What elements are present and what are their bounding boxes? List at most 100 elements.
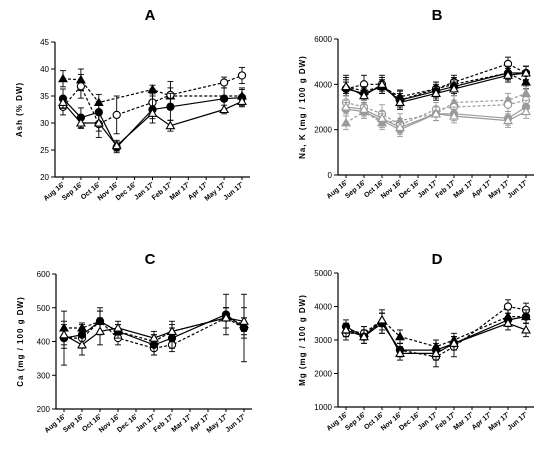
data-point [221, 312, 231, 322]
data-point [377, 79, 387, 88]
panel-d-y-tick-label: 5000 [314, 269, 332, 278]
panel-a-series-4-line [62, 100, 243, 147]
data-point [112, 110, 121, 120]
panel-c-y-tick-label: 500 [37, 304, 51, 313]
data-point [58, 97, 68, 107]
panel-c-y-tick-label: 200 [37, 405, 51, 414]
data-point [239, 316, 249, 325]
panel-a-y-tick-label: 30 [40, 119, 49, 128]
panel-a-x-tick-label: Jun 17' [223, 181, 246, 202]
panel-a-series-4 [58, 95, 247, 152]
data-point [431, 108, 441, 118]
panel-a-y-tick-label: 45 [40, 38, 49, 47]
panel-a-letter: A [145, 7, 156, 24]
data-point [341, 101, 351, 111]
panel-b-y-axis-title: Na, K (mg / 100 g DW) [298, 55, 307, 159]
data-point [59, 329, 69, 339]
panel-b-series-2 [341, 56, 531, 110]
data-point [219, 94, 229, 103]
panel-b-x-tick-label: Jun 17' [507, 179, 530, 200]
data-point [503, 115, 513, 125]
panel-a-y-tick-label: 35 [40, 92, 49, 101]
data-point [521, 324, 531, 334]
panel-a-series-2-line [62, 74, 243, 125]
data-point [377, 314, 387, 324]
panel-c-x-tick-label: Sep 16' [62, 413, 85, 434]
panel-a-series-3 [58, 87, 247, 154]
panel-b-series-8 [341, 99, 531, 135]
data-point [111, 140, 122, 150]
panel-b-y-tick-label: 0 [328, 171, 333, 180]
data-point [503, 318, 513, 327]
panel-b-y-tick-label: 4000 [314, 80, 332, 89]
panel-b-series-4-line [345, 72, 527, 104]
panel-c-letter: C [145, 251, 156, 268]
panel-d-x-tick-label: Jun 17' [507, 411, 530, 432]
data-point [395, 331, 405, 341]
data-point [449, 83, 459, 93]
data-point [503, 70, 513, 79]
panel-d-x-tick-label: Sep 16' [344, 411, 367, 432]
panel-c-y-tick-label: 600 [37, 270, 51, 279]
data-point [449, 338, 459, 347]
data-point [521, 76, 531, 86]
data-point [219, 78, 229, 87]
panel-a-x-tick-label: Sep 16' [61, 181, 84, 202]
data-point [395, 97, 405, 107]
data-point [165, 120, 176, 130]
panel-b-x-tick-label: Sep 16' [344, 179, 367, 200]
panel-c-y-axis-title: Ca (mg / 100 g DW) [16, 296, 25, 386]
data-point [503, 100, 513, 109]
data-point [521, 67, 531, 77]
data-point [521, 106, 531, 116]
panel-b-series-1-line [345, 72, 527, 98]
panel-a-y-tick-label: 20 [40, 173, 49, 182]
panel-d-y-tick-label: 3000 [314, 336, 332, 345]
panel-d-y-tick-label: 1000 [314, 403, 332, 412]
data-point [58, 73, 68, 83]
data-point [395, 348, 405, 357]
data-point [359, 104, 369, 113]
data-point [237, 71, 247, 80]
data-point [219, 104, 230, 114]
data-point [113, 322, 123, 332]
data-point [147, 108, 158, 117]
data-point [377, 113, 387, 122]
panel-c-y-tick-label: 300 [37, 371, 51, 380]
panel-c-y-tick-label: 400 [37, 338, 51, 347]
data-point [359, 90, 369, 100]
panel-c-series-3 [59, 293, 249, 366]
data-point [341, 81, 351, 91]
data-point [503, 302, 513, 311]
data-point [76, 82, 86, 91]
panel-c-series-4-line [63, 317, 245, 346]
panel-a-y-tick-label: 25 [40, 146, 49, 155]
data-point [75, 117, 86, 127]
panel-b-y-tick-label: 2000 [314, 126, 332, 135]
panel-c-x-tick-label: Jun 17' [225, 413, 248, 434]
panel-d-y-axis-title: Mg (mg / 100 g DW) [298, 294, 307, 386]
panel-d-y-tick-label: 2000 [314, 370, 332, 379]
data-point [237, 96, 247, 105]
data-point [359, 331, 369, 341]
data-point [166, 102, 175, 111]
panel-b-letter: B [432, 7, 443, 24]
data-point [449, 110, 459, 120]
data-point [395, 122, 405, 131]
data-point [341, 117, 351, 127]
data-point [431, 348, 441, 357]
data-point [93, 117, 104, 127]
data-point [149, 333, 159, 342]
data-point [521, 312, 531, 321]
data-point [95, 326, 105, 335]
data-point [341, 324, 351, 334]
panel-d-series-4-line [345, 318, 527, 354]
panel-a-y-tick-label: 40 [40, 65, 49, 74]
data-point [167, 326, 177, 335]
